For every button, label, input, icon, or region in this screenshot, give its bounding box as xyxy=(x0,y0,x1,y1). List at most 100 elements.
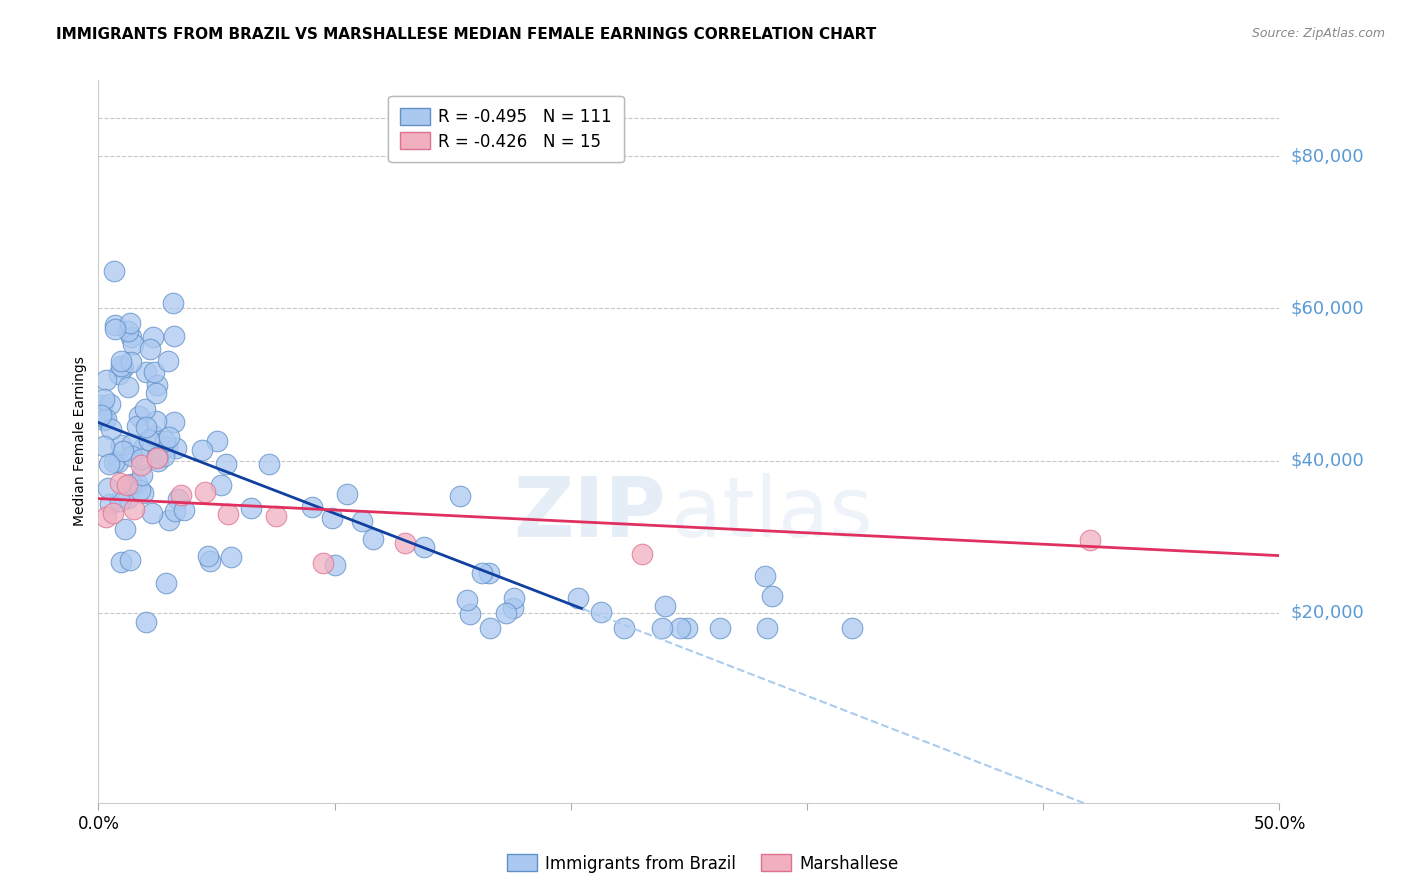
Legend: R = -0.495   N = 111, R = -0.426   N = 15: R = -0.495 N = 111, R = -0.426 N = 15 xyxy=(388,95,623,162)
Point xyxy=(191,442,214,457)
Point xyxy=(163,329,186,343)
Point xyxy=(139,342,162,356)
Point xyxy=(131,468,153,483)
Point xyxy=(761,589,783,603)
Point xyxy=(108,494,131,508)
Point xyxy=(413,540,436,554)
Point xyxy=(155,441,177,455)
Point xyxy=(173,502,195,516)
Point xyxy=(117,324,139,338)
Point xyxy=(93,439,115,453)
Point xyxy=(207,434,229,448)
Point xyxy=(194,484,217,499)
Point xyxy=(128,409,150,423)
Point xyxy=(146,451,169,466)
Point xyxy=(91,398,114,412)
Point xyxy=(336,487,359,501)
Point xyxy=(101,506,124,520)
Point xyxy=(495,607,517,621)
Point xyxy=(121,336,143,351)
Point xyxy=(613,621,636,635)
Point xyxy=(143,429,166,443)
Point xyxy=(219,549,242,564)
Point xyxy=(122,502,145,516)
Point xyxy=(117,491,139,505)
Point xyxy=(104,322,127,336)
Point xyxy=(589,605,612,619)
Point xyxy=(165,441,187,455)
Point xyxy=(97,481,120,495)
Point xyxy=(321,511,343,525)
Point xyxy=(93,392,115,406)
Y-axis label: Median Female Earnings: Median Female Earnings xyxy=(73,357,87,526)
Point xyxy=(141,506,163,520)
Text: ZIP: ZIP xyxy=(513,474,665,554)
Text: Source: ZipAtlas.com: Source: ZipAtlas.com xyxy=(1251,27,1385,40)
Point xyxy=(104,318,127,333)
Text: $80,000: $80,000 xyxy=(1291,147,1364,165)
Text: IMMIGRANTS FROM BRAZIL VS MARSHALLESE MEDIAN FEMALE EARNINGS CORRELATION CHART: IMMIGRANTS FROM BRAZIL VS MARSHALLESE ME… xyxy=(56,27,876,42)
Point xyxy=(94,509,117,524)
Point xyxy=(502,600,524,615)
Point xyxy=(502,591,524,606)
Point xyxy=(110,353,132,368)
Point xyxy=(146,453,169,467)
Point xyxy=(630,548,652,562)
Point xyxy=(107,455,129,469)
Point xyxy=(264,508,287,523)
Point xyxy=(127,419,149,434)
Point xyxy=(458,607,481,621)
Point xyxy=(301,500,323,515)
Point xyxy=(157,513,180,527)
Point xyxy=(654,599,676,614)
Point xyxy=(651,621,673,635)
Point xyxy=(120,316,142,330)
Point xyxy=(103,455,125,469)
Point xyxy=(110,555,132,569)
Point xyxy=(668,621,690,635)
Point xyxy=(90,409,112,423)
Point xyxy=(98,397,121,411)
Point xyxy=(112,361,135,376)
Point xyxy=(93,413,115,427)
Point xyxy=(170,487,193,501)
Point xyxy=(709,621,731,635)
Point xyxy=(841,621,863,635)
Point xyxy=(115,478,138,492)
Point xyxy=(120,329,142,343)
Point xyxy=(94,372,117,386)
Point xyxy=(142,330,165,344)
Point xyxy=(98,497,121,511)
Point xyxy=(163,415,186,429)
Point xyxy=(209,477,232,491)
Text: $60,000: $60,000 xyxy=(1291,300,1364,318)
Point xyxy=(361,532,384,546)
Point xyxy=(112,444,135,458)
Point xyxy=(132,442,155,456)
Point xyxy=(166,491,188,506)
Text: $20,000: $20,000 xyxy=(1291,604,1364,622)
Point xyxy=(156,354,179,368)
Point xyxy=(567,591,589,605)
Point xyxy=(197,549,219,563)
Point xyxy=(110,438,132,452)
Point xyxy=(312,556,335,570)
Point xyxy=(121,437,143,451)
Point xyxy=(129,452,152,467)
Point xyxy=(478,566,501,580)
Point xyxy=(257,457,280,471)
Point xyxy=(240,500,263,515)
Point xyxy=(114,522,136,536)
Legend: Immigrants from Brazil, Marshallese: Immigrants from Brazil, Marshallese xyxy=(501,847,905,880)
Point xyxy=(129,458,152,472)
Point xyxy=(145,386,167,401)
Point xyxy=(132,486,155,500)
Point xyxy=(134,401,156,416)
Point xyxy=(120,354,142,368)
Point xyxy=(103,264,125,278)
Point xyxy=(145,414,167,428)
Point xyxy=(135,420,157,434)
Point xyxy=(323,558,346,572)
Point xyxy=(155,575,177,590)
Point xyxy=(471,566,494,580)
